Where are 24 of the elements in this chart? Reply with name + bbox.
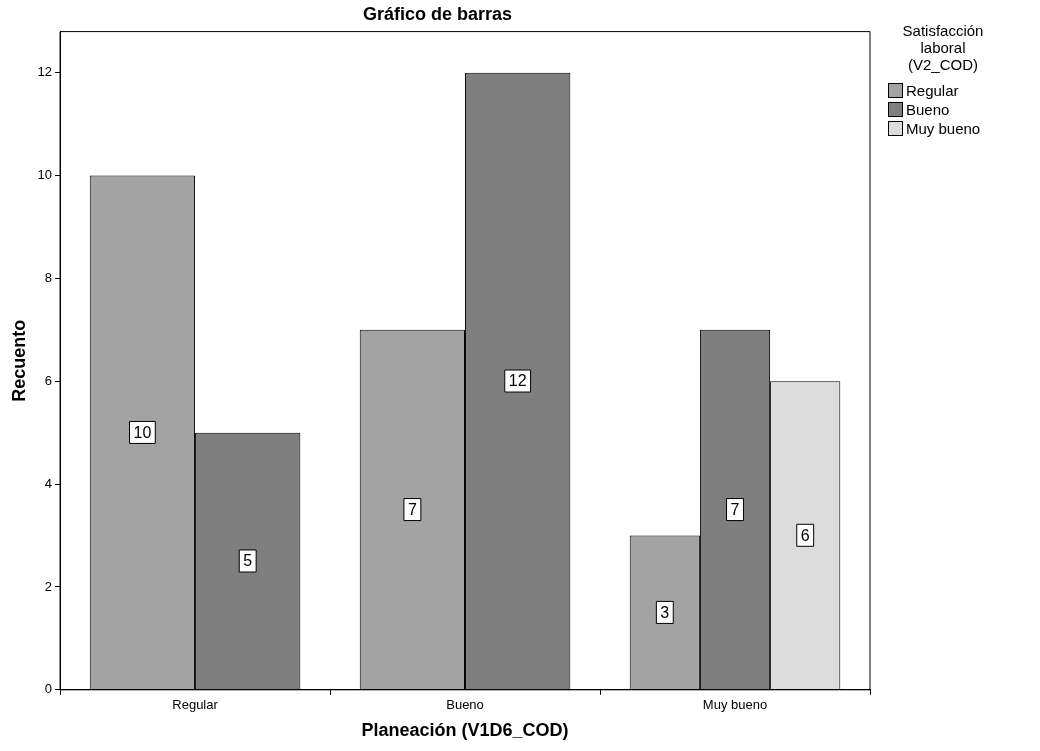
- x-tick-label: Regular: [172, 697, 219, 713]
- data-label: 3: [660, 603, 670, 621]
- data-label: 5: [243, 552, 253, 570]
- y-tick-label: 6: [44, 372, 53, 388]
- data-label: 12: [508, 372, 527, 390]
- y-tick-label: 8: [44, 270, 53, 285]
- y-tick-label: 10: [37, 167, 53, 183]
- legend-label: Muy bueno: [906, 120, 981, 137]
- x-axis-title: Planeación (V1D6_COD): [361, 720, 569, 741]
- data-label: 7: [407, 500, 417, 518]
- legend-label: Regular: [906, 82, 959, 99]
- x-tick-label: Muy bueno: [702, 697, 768, 713]
- x-tick-label: Bueno: [446, 697, 484, 713]
- y-tick-label: 4: [44, 475, 53, 491]
- y-tick-label: 2: [44, 578, 53, 594]
- y-tick-label: 12: [37, 64, 53, 80]
- data-label: 7: [730, 500, 740, 518]
- y-tick-label: 0: [44, 681, 53, 697]
- chart-title: Gráfico de barras: [362, 3, 513, 24]
- data-label: 10: [133, 423, 152, 441]
- data-label: 6: [800, 526, 810, 544]
- y-axis-title: Recuento: [8, 319, 29, 402]
- legend-label: Bueno: [906, 101, 950, 118]
- legend-title: Satisfacción laboral (V2_COD): [901, 22, 985, 73]
